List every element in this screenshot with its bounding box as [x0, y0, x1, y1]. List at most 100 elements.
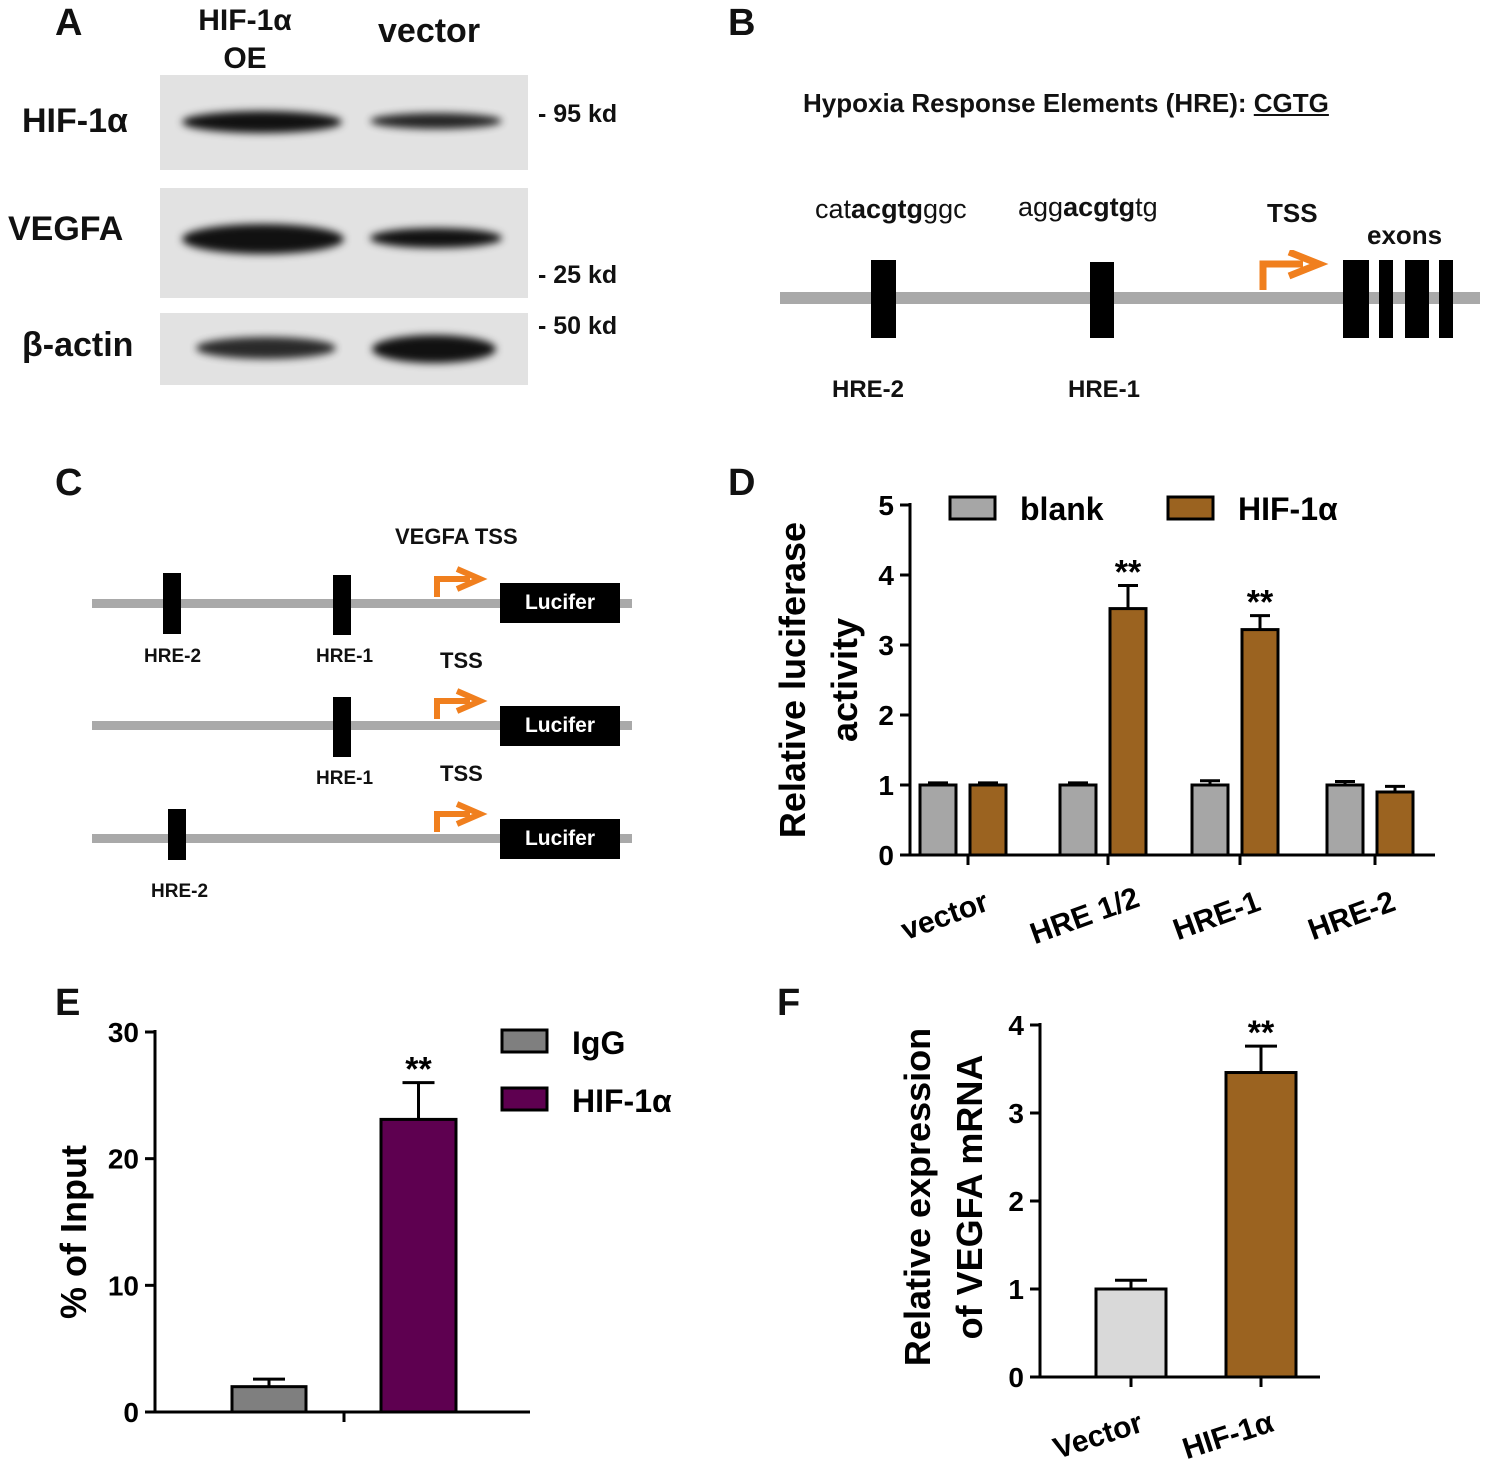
- seq-part: agg: [1018, 192, 1064, 222]
- bar-HIF-1α: [1375, 790, 1415, 857]
- chip-chart: 0 10 20 30 % of Input ** IgG HIF-1α: [53, 1017, 672, 1428]
- y-tick-label: 30: [108, 1017, 139, 1048]
- y-axis-label: activity: [824, 618, 865, 742]
- bar-HIF-1α: [1240, 628, 1280, 857]
- y-tick-label: 10: [108, 1270, 139, 1301]
- tss-label: TSS: [1267, 198, 1318, 228]
- y-tick-label: 1: [878, 770, 894, 801]
- seq-part: ggc: [923, 194, 967, 224]
- hre1-label: HRE-1: [316, 646, 374, 667]
- x-tick-label: vector: [897, 885, 993, 947]
- band: [370, 228, 502, 248]
- legend-label: HIF-1α: [1238, 491, 1338, 527]
- significance-mark: **: [405, 1051, 432, 1089]
- tss-label-2: TSS: [440, 648, 483, 673]
- bar-HIF-1α: [379, 1117, 458, 1414]
- x-tick-label: HRE-1: [1169, 885, 1265, 947]
- vegfa-tss-label: VEGFA TSS: [395, 524, 518, 549]
- hre2-label-2: HRE-2: [151, 881, 209, 902]
- hre-title-sequence: CGTG: [1253, 88, 1329, 118]
- gene-diagram-b: [780, 250, 1480, 338]
- y-tick-label: 5: [878, 490, 894, 521]
- hre2-block: [168, 809, 186, 860]
- seq-core: acgtg: [1063, 192, 1136, 222]
- exon-block: [1343, 260, 1369, 338]
- tss-label-3: TSS: [440, 761, 483, 786]
- marker-25kd: - 25 kd: [538, 261, 618, 289]
- bar-HIF-1α: [1108, 607, 1148, 857]
- hre1-block: [333, 575, 351, 635]
- legend-label: blank: [1020, 491, 1104, 527]
- y-tick-label: 0: [878, 840, 894, 871]
- column-header-vector: vector: [378, 12, 481, 50]
- luciferase-chart: 0 1 2 3 4 5 Relative luciferase activity vector *…: [772, 490, 1435, 951]
- marker-95kd: - 95 kd: [538, 100, 618, 128]
- panel-letter-e: E: [55, 982, 81, 1024]
- hre1-label-2: HRE-1: [316, 768, 374, 789]
- construct-line: [92, 721, 632, 730]
- tss-arrowhead-icon: [455, 801, 488, 827]
- y-tick-label: 1: [1008, 1274, 1024, 1305]
- hre-title-prefix: Hypoxia Response Elements (HRE):: [803, 88, 1254, 118]
- x-tick-label: HRE 1/2: [1026, 881, 1144, 951]
- significance-mark: **: [1247, 584, 1274, 622]
- y-tick-label: 2: [878, 700, 894, 731]
- row-label-vegfa: VEGFA: [8, 210, 124, 248]
- bar-blank: [1190, 783, 1230, 857]
- bar-HIF-1α: [1224, 1071, 1298, 1379]
- seq-part: tg: [1135, 192, 1158, 222]
- seq-core: acgtg: [851, 194, 924, 224]
- y-tick-label: 0: [1008, 1362, 1024, 1393]
- panel-letter-c: C: [55, 462, 83, 504]
- exon-block: [1405, 260, 1429, 338]
- y-tick-label: 2: [1008, 1186, 1024, 1217]
- y-axis-label: Relative luciferase: [772, 522, 813, 838]
- construct-diagrams: [92, 566, 632, 860]
- band: [182, 224, 344, 254]
- blot-hif: [160, 75, 528, 170]
- y-tick-label: 20: [108, 1144, 139, 1175]
- marker-50kd: - 50 kd: [538, 312, 618, 340]
- bar-blank: [1058, 783, 1098, 857]
- exons-label: exons: [1367, 220, 1443, 250]
- panel-letter-d: D: [728, 462, 756, 504]
- lucifer-box-2: Lucifer: [500, 706, 620, 746]
- tss-arrowhead-icon: [455, 566, 488, 592]
- lucifer-box-1: Lucifer: [500, 583, 620, 623]
- hre1-label: HRE-1: [1068, 376, 1141, 403]
- legend-label: HIF-1α: [572, 1083, 672, 1119]
- row-label-actin: β-actin: [22, 326, 134, 364]
- blot-vegfa: [160, 188, 528, 298]
- legend-label: IgG: [572, 1025, 625, 1061]
- tss-arrowhead-icon: [455, 688, 488, 714]
- tss-arrow-icon: [434, 698, 470, 719]
- hre2-block: [163, 573, 181, 634]
- band: [196, 337, 336, 359]
- y-tick-label: 4: [1008, 1010, 1024, 1041]
- gene-line: [780, 292, 1480, 304]
- hre1-block: [1090, 262, 1114, 338]
- seq-part: cat: [815, 194, 852, 224]
- construct-line: [92, 834, 632, 843]
- hre2-block: [871, 260, 896, 338]
- x-tick-label: HIF-1α: [1179, 1406, 1279, 1466]
- lucifer-box-3: Lucifer: [500, 819, 620, 859]
- band: [182, 111, 342, 133]
- exon-block: [1439, 260, 1453, 338]
- hre-title: Hypoxia Response Elements (HRE): CGTG: [803, 88, 1329, 119]
- tss-arrow-icon: [434, 811, 470, 832]
- mrna-chart: 0 1 2 3 4 Relative expression of VEGFA mRNA Vec…: [897, 1010, 1320, 1466]
- y-axis-label: Relative expression: [897, 1028, 938, 1366]
- tss-arrowhead-icon: [1287, 250, 1329, 280]
- bar-blank: [918, 783, 958, 857]
- hre1-block: [333, 697, 351, 757]
- hre2-sequence: catacgtgggc: [815, 194, 967, 225]
- bar-HIF-1α: [968, 783, 1008, 857]
- bar-IgG: [230, 1385, 308, 1414]
- y-axis-label: % of Input: [53, 1145, 94, 1319]
- panel-letter-a: A: [55, 2, 83, 44]
- y-axis-label: of VEGFA mRNA: [949, 1055, 990, 1340]
- bar-blank: [1325, 783, 1365, 857]
- significance-mark: **: [1115, 554, 1142, 592]
- column-header-hif: HIF-1α: [198, 4, 292, 37]
